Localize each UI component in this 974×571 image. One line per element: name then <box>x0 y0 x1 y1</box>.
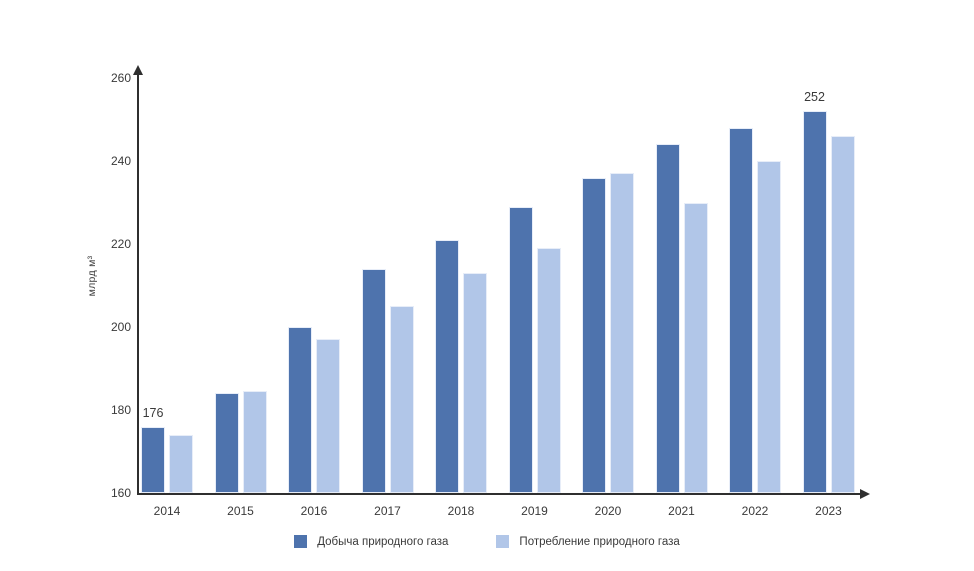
bar-2023-consumption <box>830 136 855 493</box>
legend-item-consumption: Потребление природного газа <box>496 535 680 548</box>
bar-2016-consumption <box>316 339 340 493</box>
bar-2015-consumption <box>242 391 267 493</box>
bar-2019-production <box>508 206 533 493</box>
bar-2021-production <box>655 144 680 493</box>
bar-2015-production <box>214 393 239 493</box>
y-tick-label-220: 220 <box>110 237 131 251</box>
bar-2023-production <box>802 111 827 493</box>
y-tick-label-260: 260 <box>110 71 131 85</box>
y-axis-arrow-icon <box>133 65 143 75</box>
y-axis-line <box>137 74 139 495</box>
y-tick-label-240: 240 <box>110 154 131 168</box>
bar-2018-production <box>435 239 459 493</box>
legend: Добыча природного газа Потребление приро… <box>0 535 974 548</box>
x-tick-label-2021: 2021 <box>668 504 695 518</box>
bar-2022-consumption <box>757 161 781 493</box>
bar-2016-production <box>288 327 312 493</box>
x-axis-arrow-icon <box>860 489 870 499</box>
bar-2014-production <box>141 426 165 493</box>
bar-value-label-2014: 176 <box>142 405 164 420</box>
consumption-swatch <box>496 535 510 548</box>
x-tick-label-2019: 2019 <box>521 504 548 518</box>
bar-2019-consumption <box>536 248 561 493</box>
bar-2021-consumption <box>683 202 708 493</box>
legend-item-production: Добыча природного газа <box>294 535 448 548</box>
production-swatch <box>294 535 308 548</box>
bar-2022-production <box>729 127 753 493</box>
y-tick-label-160: 160 <box>110 486 131 500</box>
x-tick-label-2014: 2014 <box>153 504 181 518</box>
bar-2017-production <box>361 268 386 493</box>
legend-label-production: Добыча природного газа <box>317 535 449 548</box>
y-tick-label-200: 200 <box>110 320 131 334</box>
bar-2017-consumption <box>389 306 414 493</box>
y-tick-label-180: 180 <box>110 403 131 417</box>
x-axis-line <box>137 493 861 495</box>
bar-value-label-2023: 252 <box>804 90 825 105</box>
legend-label-consumption: Потребление природного газа <box>519 535 680 548</box>
bar-2020-production <box>582 177 606 493</box>
x-tick-label-2023: 2023 <box>815 504 842 518</box>
x-tick-label-2022: 2022 <box>741 504 769 518</box>
x-tick-label-2017: 2017 <box>374 504 401 518</box>
x-tick-label-2018: 2018 <box>447 504 475 518</box>
plot-area: 176 252 <box>137 78 868 493</box>
bar-2018-consumption <box>463 273 487 493</box>
bar-2020-consumption <box>610 173 634 493</box>
x-tick-label-2016: 2016 <box>300 504 328 518</box>
bar-2014-consumption <box>169 434 193 493</box>
x-tick-label-2020: 2020 <box>594 504 622 518</box>
x-tick-label-2015: 2015 <box>227 504 254 518</box>
